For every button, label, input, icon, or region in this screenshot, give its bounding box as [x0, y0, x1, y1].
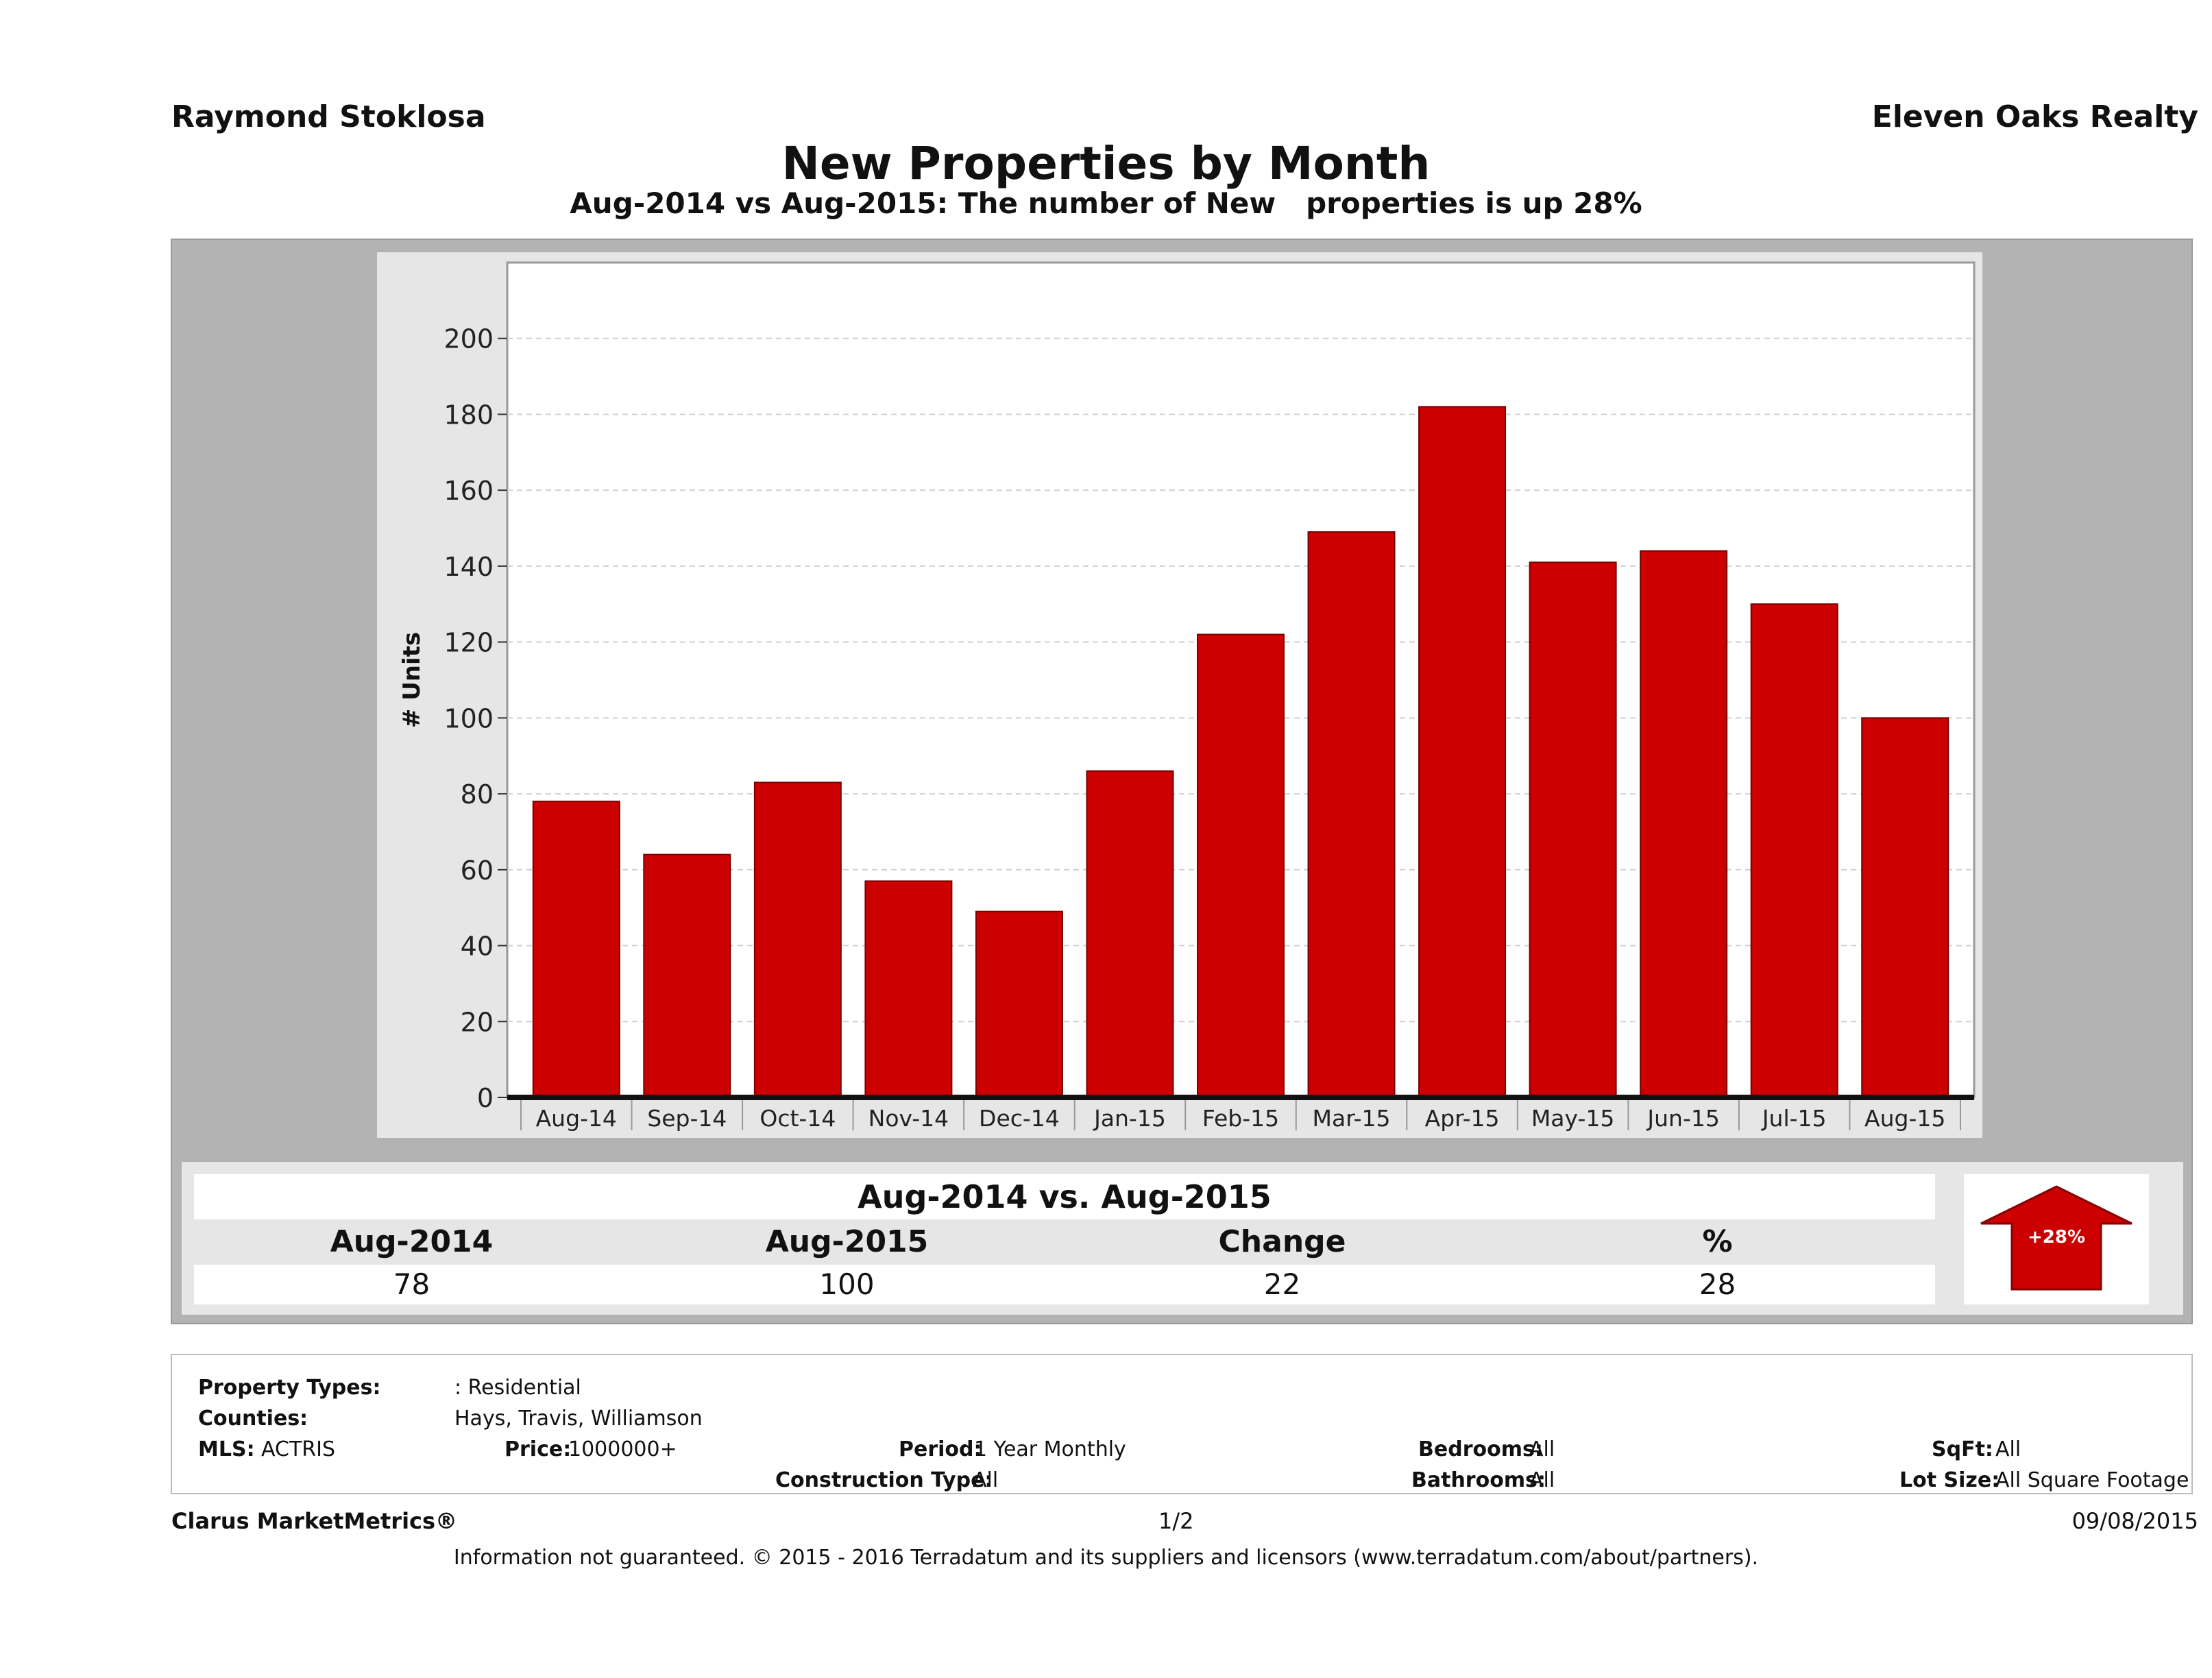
- x-tick-label: Aug-14: [536, 1105, 617, 1132]
- bedrooms-label: Bedrooms:: [1418, 1437, 1543, 1461]
- price-label: Price:: [505, 1437, 572, 1461]
- y-tick-label: 40: [461, 932, 494, 962]
- bar: [1861, 717, 1949, 1098]
- summary-col-start: Aug-2014: [330, 1224, 494, 1259]
- bar: [1418, 406, 1507, 1098]
- period-label: Period:: [899, 1437, 982, 1461]
- change-badge: +28%: [1964, 1174, 2149, 1304]
- bar: [1529, 561, 1617, 1098]
- x-tick-label: Oct-14: [759, 1105, 836, 1132]
- x-tick-label: Mar-15: [1313, 1105, 1391, 1132]
- comparison-summary: Aug-2014 vs. Aug-2015 Aug-2014 Aug-2015 …: [182, 1162, 2183, 1315]
- report-date: 09/08/2015: [2071, 1508, 2198, 1534]
- bathrooms-label: Bathrooms:: [1411, 1468, 1546, 1492]
- summary-val-end: 100: [819, 1267, 875, 1301]
- mls-value: ACTRIS: [261, 1437, 336, 1461]
- x-tick-label: Jun-15: [1646, 1105, 1719, 1132]
- x-tick-label: Dec-14: [979, 1105, 1060, 1132]
- y-tick-label: 20: [461, 1007, 494, 1037]
- chart-panel: 0 20 40 60 80 100 120 140 160 180 200 Aug-14 Sep-14 O…: [377, 252, 1982, 1138]
- mls-label: MLS:: [198, 1437, 255, 1461]
- counties-label: Counties:: [198, 1407, 308, 1431]
- x-tick-label: Jul-15: [1761, 1105, 1827, 1132]
- x-tick-label: Nov-14: [868, 1105, 949, 1132]
- summary-col-change: Change: [1218, 1224, 1346, 1259]
- y-tick-label: 80: [461, 779, 494, 810]
- price-value: 1000000+: [568, 1437, 677, 1461]
- y-tick-label: 120: [443, 628, 494, 658]
- x-tick-label: Apr-15: [1425, 1105, 1500, 1132]
- y-axis-label: # Units: [398, 632, 426, 728]
- y-tick-label: 0: [477, 1083, 494, 1113]
- y-tick-label: 140: [443, 552, 494, 582]
- up-arrow-icon: +28%: [1980, 1185, 2132, 1291]
- bar: [1307, 531, 1396, 1098]
- y-tick-label: 100: [443, 703, 494, 733]
- sqft-value: All: [1995, 1437, 2021, 1461]
- x-tick-label: May-15: [1531, 1105, 1615, 1132]
- property-types-value: : Residential: [454, 1376, 581, 1400]
- badge-label: +28%: [2028, 1227, 2085, 1248]
- y-tick-label: 60: [461, 855, 494, 886]
- bar: [1640, 550, 1728, 1099]
- summary-val-start: 78: [393, 1267, 430, 1301]
- lot-size-label: Lot Size:: [1899, 1468, 2000, 1492]
- counties-value: Hays, Travis, Williamson: [454, 1407, 703, 1431]
- bar: [1197, 633, 1285, 1098]
- y-tick-label: 180: [443, 400, 494, 430]
- y-tick-label: 160: [443, 476, 494, 506]
- summary-col-end: Aug-2015: [765, 1224, 929, 1259]
- summary-val-change: 22: [1263, 1267, 1301, 1301]
- agent-name: Raymond Stoklosa: [171, 99, 486, 134]
- summary-values: 78 100 22 28: [194, 1265, 1935, 1304]
- bar: [753, 781, 842, 1098]
- period-value: 1 Year Monthly: [974, 1437, 1126, 1461]
- x-tick-label: Feb-15: [1202, 1105, 1279, 1132]
- bathrooms-value: All: [1529, 1468, 1555, 1492]
- summary-heading: Aug-2014 vs. Aug-2015: [194, 1174, 1935, 1219]
- bar: [864, 880, 953, 1098]
- sqft-label: SqFt:: [1932, 1437, 1993, 1461]
- page-title: New Properties by Month: [781, 137, 1431, 190]
- x-tick-label: Jan-15: [1093, 1105, 1166, 1132]
- footer-brand: Clarus MarketMetrics®: [171, 1508, 458, 1534]
- bar: [532, 801, 620, 1098]
- property-types-label: Property Types:: [198, 1376, 381, 1400]
- x-tick-label: Aug-15: [1864, 1105, 1945, 1132]
- lot-size-value: All Square Footage: [1995, 1468, 2189, 1492]
- search-criteria: Property Types: : Residential Counties: …: [171, 1354, 2193, 1494]
- summary-column-headers: Aug-2014 Aug-2015 Change %: [194, 1222, 1935, 1262]
- bedrooms-value: All: [1529, 1437, 1555, 1461]
- disclaimer: Information not guaranteed. © 2015 - 201…: [453, 1546, 1759, 1570]
- summary-val-percent: 28: [1699, 1267, 1736, 1301]
- y-tick-label: 200: [443, 324, 494, 354]
- bar: [975, 910, 1063, 1099]
- bar: [1086, 770, 1174, 1098]
- construction-type-label: Construction Type:: [775, 1468, 993, 1492]
- bar: [1750, 603, 1838, 1098]
- bar: [643, 853, 731, 1098]
- summary-col-percent: %: [1702, 1224, 1733, 1259]
- bar-chart: 0 20 40 60 80 100 120 140 160 180 200 Aug-14 Sep-14 O…: [398, 261, 1976, 1132]
- page-subtitle: Aug-2014 vs Aug-2015: The number of New …: [570, 186, 1642, 220]
- company-name: Eleven Oaks Realty: [1871, 99, 2198, 134]
- construction-type-value: All: [973, 1468, 999, 1492]
- page-number: 1/2: [1158, 1508, 1194, 1534]
- x-tick-label: Sep-14: [647, 1105, 727, 1132]
